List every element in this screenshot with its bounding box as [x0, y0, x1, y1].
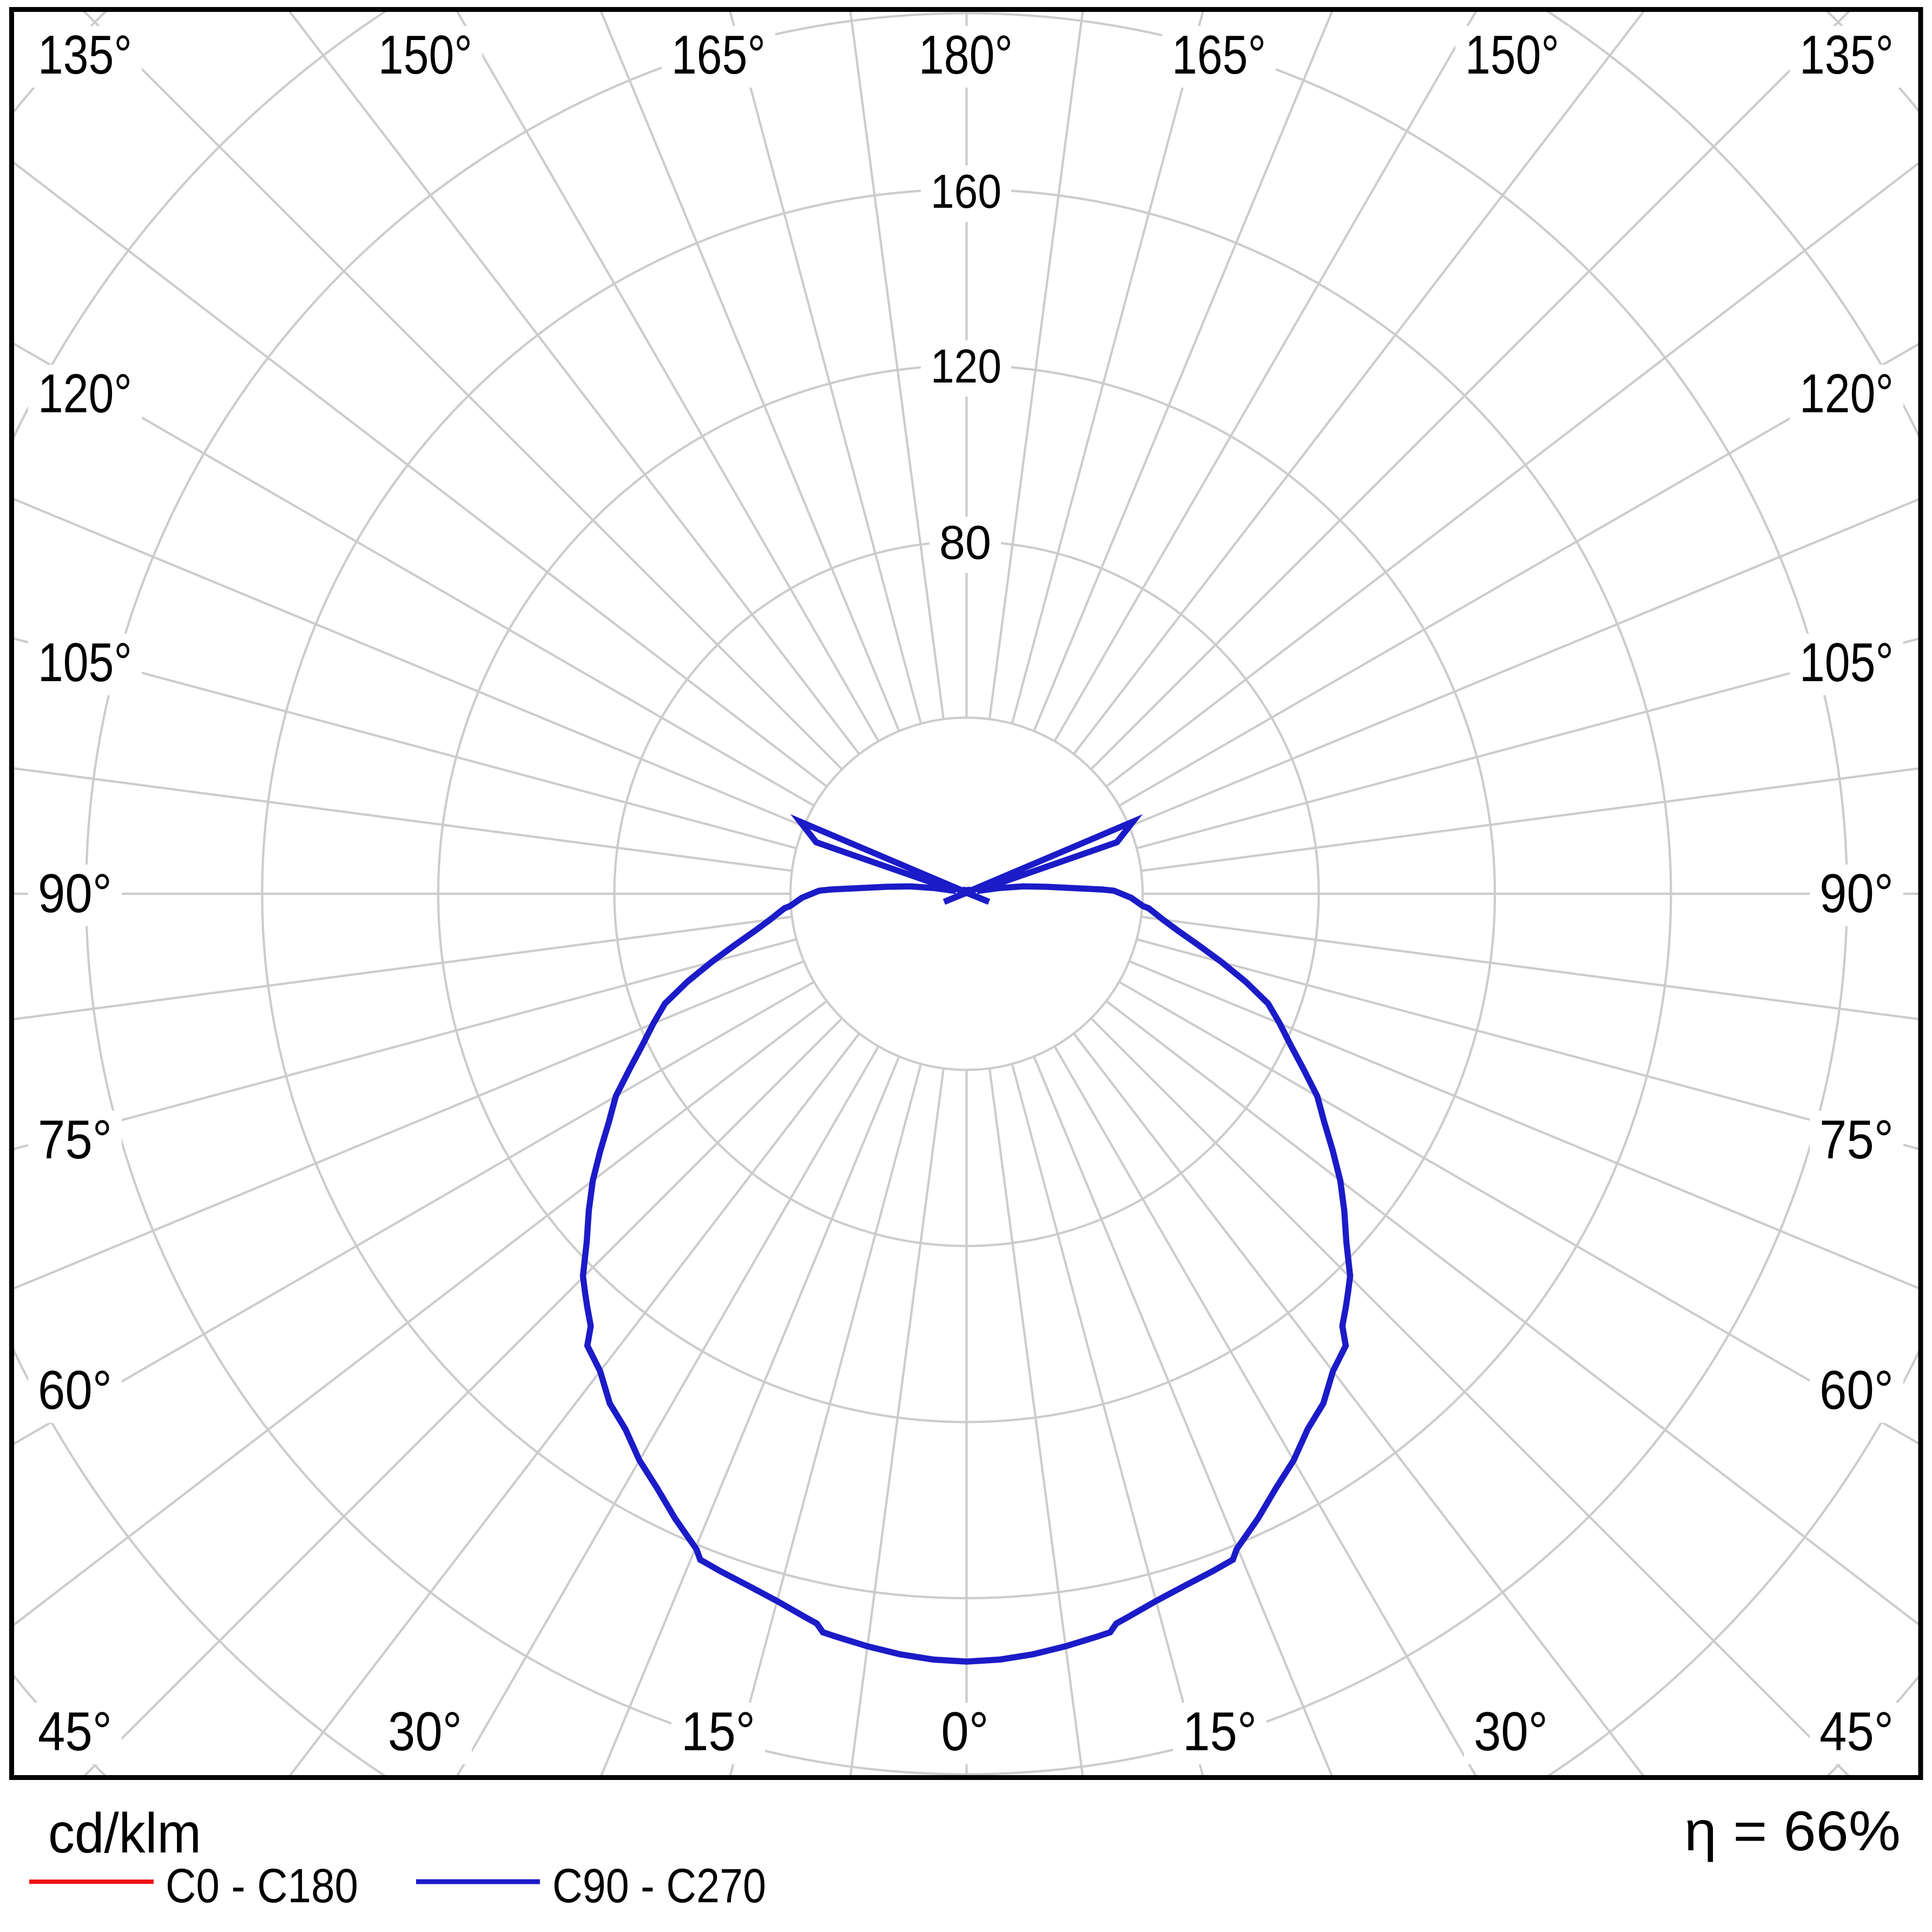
svg-text:0°: 0° — [941, 1702, 989, 1762]
svg-text:165°: 165° — [671, 25, 766, 85]
svg-text:15°: 15° — [681, 1702, 755, 1762]
svg-text:15°: 15° — [1183, 1702, 1257, 1762]
svg-text:30°: 30° — [388, 1702, 462, 1762]
svg-text:150°: 150° — [1465, 25, 1559, 85]
svg-text:cd/klm: cd/klm — [48, 1802, 201, 1865]
svg-text:165°: 165° — [1172, 25, 1266, 85]
svg-text:C0 - C180: C0 - C180 — [166, 1858, 358, 1913]
svg-text:135°: 135° — [38, 25, 132, 85]
svg-text:120°: 120° — [38, 364, 132, 424]
svg-text:80: 80 — [939, 516, 991, 569]
svg-text:180°: 180° — [919, 25, 1013, 85]
svg-text:105°: 105° — [38, 632, 132, 693]
svg-text:120°: 120° — [1799, 364, 1894, 424]
svg-text:60°: 60° — [38, 1360, 112, 1421]
svg-text:η = 66%: η = 66% — [1684, 1800, 1901, 1863]
svg-text:90°: 90° — [1819, 863, 1894, 924]
svg-text:45°: 45° — [38, 1702, 112, 1762]
svg-text:105°: 105° — [1799, 632, 1894, 693]
svg-text:120: 120 — [931, 339, 1001, 393]
svg-text:160: 160 — [931, 164, 1001, 218]
svg-text:150°: 150° — [378, 25, 472, 85]
svg-text:C90 - C270: C90 - C270 — [552, 1858, 766, 1913]
svg-text:45°: 45° — [1819, 1702, 1894, 1762]
svg-text:135°: 135° — [1799, 25, 1894, 85]
svg-text:30°: 30° — [1474, 1702, 1548, 1762]
svg-text:75°: 75° — [38, 1110, 112, 1170]
svg-text:75°: 75° — [1819, 1110, 1894, 1170]
svg-text:60°: 60° — [1819, 1360, 1894, 1421]
svg-text:90°: 90° — [38, 863, 112, 924]
